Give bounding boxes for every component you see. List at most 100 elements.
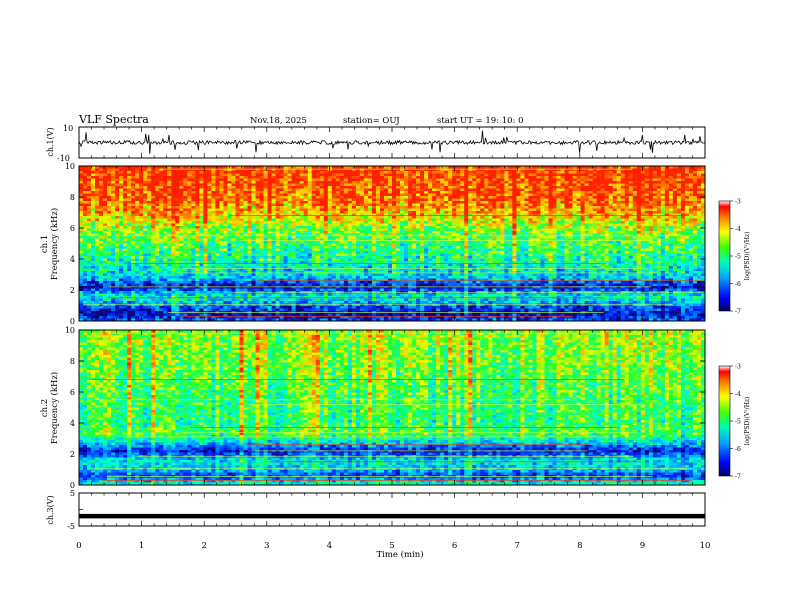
ch1-spectrogram-cell-155 bbox=[700, 166, 706, 169]
ch1-spectrogram-cell-2072 bbox=[255, 198, 260, 202]
ch1-spectrogram-cell-1149 bbox=[307, 183, 313, 187]
ch1-spectrogram-cell-17 bbox=[147, 166, 152, 169]
ch1-spectrogram-cell-525 bbox=[307, 173, 313, 177]
ch1-spectrogram-cell-4110 bbox=[295, 231, 300, 234]
ch1-spectrogram-cell-4128 bbox=[367, 231, 373, 234]
ch1-spectrogram-cell-3229 bbox=[516, 216, 521, 219]
ch1-spectrogram-cell-4699 bbox=[155, 241, 160, 244]
ch1-spectrogram-cell-3037 bbox=[371, 213, 377, 217]
ch1-spectrogram-cell-3335 bbox=[315, 218, 321, 222]
ch1-spectrogram-cell-2849 bbox=[243, 211, 248, 214]
ch1-spectrogram-cell-1676 bbox=[544, 191, 549, 194]
ch1-spectrogram-cell-1262 bbox=[135, 186, 140, 189]
ch1-spectrogram-cell-2734 bbox=[408, 208, 413, 212]
ch1-spectrogram-cell-3409 bbox=[612, 218, 618, 222]
ch1-spectrogram-cell-1174 bbox=[408, 183, 413, 187]
ch1-spectrogram-cell-1694 bbox=[616, 191, 622, 194]
ch1-spectrogram-cell-3545 bbox=[532, 221, 537, 224]
ch1-spectrogram-cell-4494 bbox=[584, 236, 589, 239]
ch1-spectrogram-cell-661 bbox=[227, 176, 232, 179]
ch1-spectrogram-cell-1059 bbox=[572, 181, 577, 184]
ch1-spectrogram-cell-921 bbox=[644, 178, 650, 182]
ch1-spectrogram-cell-1404 bbox=[79, 188, 84, 192]
ch1-spectrogram-cell-184 bbox=[191, 168, 196, 172]
ch1-spectrogram-cell-2587 bbox=[444, 206, 449, 209]
ch1-spectrogram-cell-2047 bbox=[155, 198, 160, 202]
ch1-spectrogram-cell-3190 bbox=[359, 216, 365, 219]
ch1-spectrogram-cell-2825 bbox=[147, 211, 152, 214]
ch1-spectrogram-cell-3382 bbox=[504, 218, 509, 222]
ch1-spectrogram-cell-2439 bbox=[476, 203, 481, 207]
ch1-spectrogram-cell-3943 bbox=[251, 228, 256, 232]
ch1-spectrogram-cell-1961 bbox=[436, 196, 441, 199]
ch1-spectrogram-cell-824 bbox=[255, 178, 260, 182]
ch1-spectrogram-cell-4435 bbox=[347, 236, 353, 239]
ch1-spectrogram-cell-2807 bbox=[700, 208, 706, 212]
ch1-spectrogram-cell-4354 bbox=[648, 233, 654, 237]
ch1-spectrogram-cell-3775 bbox=[203, 226, 208, 229]
ch1-spectrogram-cell-3123 bbox=[91, 216, 96, 219]
ch1-spectrogram-cell-2373 bbox=[211, 203, 216, 207]
ch1-spectrogram-cell-4731 bbox=[283, 241, 288, 244]
ch1-spectrogram-cell-881 bbox=[484, 178, 489, 182]
ch1-spectrogram-cell-2410 bbox=[359, 203, 365, 207]
ch1-spectrogram-cell-1287 bbox=[235, 186, 240, 189]
ch1-spectrogram-cell-1887 bbox=[139, 196, 144, 199]
ch1-spectrogram-cell-3942 bbox=[247, 228, 252, 232]
ch1-spectrogram-cell-431 bbox=[556, 171, 561, 174]
ch1-spectrogram-cell-3873 bbox=[596, 226, 601, 229]
ch1-spectrogram-cell-1572 bbox=[127, 191, 132, 194]
ch1-spectrogram-cell-218 bbox=[327, 168, 333, 172]
ch1-spectrogram-cell-843 bbox=[331, 178, 337, 182]
ch1-spectrogram-cell-3988 bbox=[432, 228, 437, 232]
ch1-spectrogram-cell-1086 bbox=[680, 181, 686, 184]
ch1-spectrogram-cell-1856 bbox=[640, 193, 646, 197]
ch1-spectrogram-cell-159 bbox=[91, 168, 96, 172]
ch1-spectrogram-cell-644 bbox=[159, 176, 164, 179]
ch1-spectrogram-cell-2893 bbox=[420, 211, 425, 214]
ch1-spectrogram-cell-894 bbox=[536, 178, 541, 182]
ch1-spectrogram-cell-4374 bbox=[103, 236, 108, 239]
ch1-spectrogram-cell-964 bbox=[191, 181, 196, 184]
ch1-spectrogram-cell-4479 bbox=[524, 236, 529, 239]
ch1-spectrogram-cell-4881 bbox=[259, 243, 264, 247]
ch1-spectrogram-cell-1378 bbox=[600, 186, 605, 189]
ch1-spectrogram-cell-116 bbox=[544, 166, 549, 169]
ch1-spectrogram-cell-3465 bbox=[211, 221, 216, 224]
ch1-spectrogram-cell-1944 bbox=[367, 196, 373, 199]
ch1-spectrogram-cell-2630 bbox=[616, 206, 622, 209]
ch1-spectrogram-cell-318 bbox=[103, 171, 108, 174]
ch1-spectrogram-cell-1175 bbox=[412, 183, 417, 187]
ch1-spectrogram-cell-2909 bbox=[484, 211, 489, 214]
ch1-spectrogram-cell-4833 bbox=[692, 241, 698, 244]
ch1-spectrogram-cell-2899 bbox=[444, 211, 449, 214]
ch1-spectrogram-cell-1582 bbox=[167, 191, 172, 194]
ch1-spectrogram-cell-3842 bbox=[472, 226, 477, 229]
ch1-spectrogram-cell-1834 bbox=[552, 193, 557, 197]
ch1-spectrogram-cell-375 bbox=[331, 171, 337, 174]
ch1-spectrogram-cell-1478 bbox=[375, 188, 381, 192]
ch1-spectrogram-cell-4871 bbox=[219, 243, 224, 247]
ch1-spectrogram-cell-4452 bbox=[416, 236, 421, 239]
ch1-spectrogram-cell-3895 bbox=[684, 226, 690, 229]
ch1-spectrogram-cell-2446 bbox=[504, 203, 509, 207]
ch1-spectrogram-cell-2976 bbox=[127, 213, 132, 217]
ch1-spectrogram-cell-57 bbox=[307, 166, 313, 169]
ch1-spectrogram-cell-1159 bbox=[347, 183, 353, 187]
ch1-spectrogram-cell-2711 bbox=[315, 208, 321, 212]
ch1-spectrogram-cell-2717 bbox=[339, 208, 345, 212]
ch1-spectrogram-cell-245 bbox=[436, 168, 441, 172]
ch1-spectrogram-cell-3941 bbox=[243, 228, 248, 232]
ch1-spectrogram-cell-4317 bbox=[500, 233, 505, 237]
ch1-spectrogram-cell-22 bbox=[167, 166, 172, 169]
ch1-spectrogram-cell-4763 bbox=[412, 241, 417, 244]
ch1-spectrogram-cell-1285 bbox=[227, 186, 232, 189]
ch1-spectrogram-cell-3459 bbox=[187, 221, 192, 224]
ch1-spectrogram-cell-2273 bbox=[436, 201, 441, 204]
ch1-spectrogram-cell-2769 bbox=[548, 208, 553, 212]
ch1-spectrogram-cell-2067 bbox=[235, 198, 240, 202]
ch1-spectrogram-cell-1740 bbox=[175, 193, 180, 197]
ch1-spectrogram-cell-316 bbox=[95, 171, 100, 174]
ch1-spectrogram-cell-1205 bbox=[532, 183, 537, 187]
ch1-spectrogram-cell-2022 bbox=[680, 196, 686, 199]
